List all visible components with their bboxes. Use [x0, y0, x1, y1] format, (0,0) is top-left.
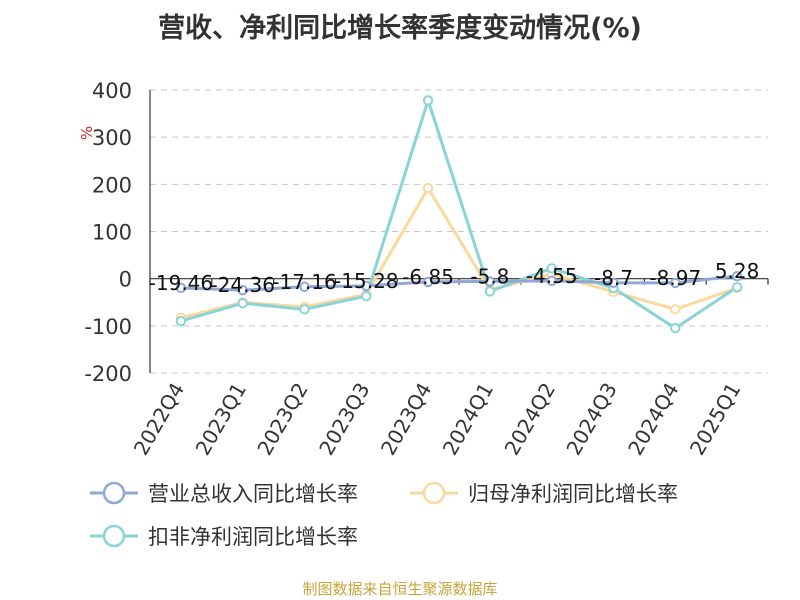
data-point-s0-0: [175, 282, 187, 294]
x-tick-label-9: 2025Q1: [685, 379, 745, 460]
data-point-s2-9: [731, 281, 743, 293]
data-point-s2-3: [361, 290, 372, 302]
chart-title: 营收、净利同比增长率季度变动情况(%): [158, 13, 642, 44]
data-label-3: -15.28: [334, 269, 398, 293]
data-label-2: -17.16: [272, 270, 336, 294]
data-point-s2-5: [484, 286, 496, 297]
data-point-s2-1: [237, 297, 248, 309]
y-tick-label-1: 300: [92, 126, 132, 150]
data-point-s0-1: [237, 284, 248, 296]
data-point-s2-4: [422, 95, 434, 106]
data-label-5: -5.8: [470, 264, 509, 288]
data-point-s0-7: [608, 277, 619, 288]
x-tick-label-5: 2024Q1: [438, 379, 498, 460]
x-tick-label-4: 2023Q4: [376, 379, 436, 460]
data-label-9: 5.28: [715, 259, 760, 283]
data-point-s2-0: [175, 315, 187, 327]
legend-label-0: 营业总收入同比增长率: [148, 482, 358, 506]
y-tick-label-2: 200: [92, 173, 132, 197]
series-line-0: [179, 274, 739, 292]
data-point-s0-4: [422, 276, 434, 288]
legend-label-2: 扣非净利润同比增长率: [148, 525, 358, 549]
series-line-2: [179, 98, 739, 330]
y-tick-label-5: -100: [84, 315, 132, 339]
data-point-s0-3: [361, 280, 372, 292]
data-point-s1-8: [670, 304, 681, 315]
data-point-s0-5: [484, 276, 496, 287]
x-tick-label-0: 2022Q4: [129, 379, 189, 460]
y-tick-label-3: 100: [92, 221, 132, 245]
legend-label-1: 归母净利润同比增长率: [468, 482, 678, 506]
x-tick-label-3: 2023Q3: [314, 379, 374, 460]
y-tick-label-0: 400: [92, 79, 132, 103]
data-point-s2-6: [546, 263, 557, 274]
series-line-1: [179, 186, 739, 320]
x-tick-label-2: 2023Q2: [252, 379, 312, 460]
legend-marker-2: [102, 524, 126, 548]
y-axis-label: %: [78, 126, 96, 140]
data-label-6: -4.55: [526, 264, 578, 288]
y-tick-label-6: -200: [84, 362, 132, 386]
data-point-s0-2: [299, 281, 310, 292]
source-note: 制图数据来自恒生聚源数据库: [302, 580, 498, 598]
data-label-4: -6.85: [402, 265, 454, 289]
data-point-s0-6: [546, 275, 557, 287]
data-point-s2-2: [299, 304, 310, 315]
data-label-0: -19.46: [149, 271, 213, 295]
x-tick-label-6: 2024Q2: [500, 379, 560, 460]
x-tick-label-7: 2024Q3: [561, 379, 621, 460]
legend-marker-1: [422, 481, 446, 505]
legend-item-0: 营业总收入同比增长率: [90, 481, 358, 506]
data-point-s0-8: [670, 277, 681, 289]
legend-item-2: 扣非净利润同比增长率: [90, 524, 358, 549]
legend-item-1: 归母净利润同比增长率: [410, 481, 678, 506]
x-tick-label-8: 2024Q4: [623, 379, 683, 460]
x-tick-label-1: 2023Q1: [191, 379, 251, 460]
data-point-s1-4: [422, 182, 434, 194]
data-point-s0-9: [731, 270, 743, 282]
data-point-s2-8: [670, 322, 681, 334]
y-tick-label-4: 0: [119, 268, 132, 292]
data-label-8: -8.97: [649, 266, 701, 290]
data-label-7: -8.7: [594, 266, 633, 290]
legend-marker-0: [102, 481, 126, 505]
data-label-1: -24.36: [210, 273, 274, 297]
